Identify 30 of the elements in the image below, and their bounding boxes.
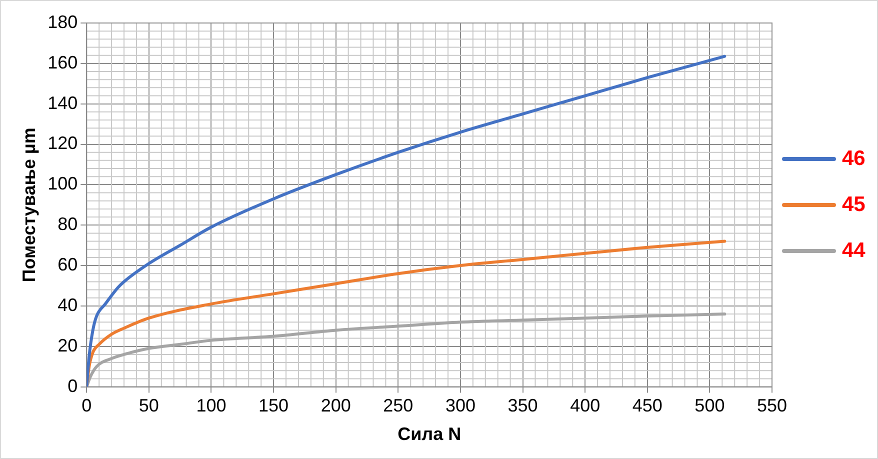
x-tick-label: 550 bbox=[756, 396, 788, 416]
legend-label: 46 bbox=[842, 146, 866, 171]
x-axis-title: Сила N bbox=[398, 424, 462, 444]
x-tick-label: 250 bbox=[383, 396, 414, 416]
y-tick-label: 80 bbox=[58, 214, 78, 234]
x-tick-label: 350 bbox=[508, 396, 538, 416]
x-tick-label: 50 bbox=[138, 396, 159, 416]
line-series bbox=[86, 240, 726, 387]
y-tick-label: 0 bbox=[68, 376, 78, 396]
line-series bbox=[86, 312, 726, 387]
y-tick-label: 60 bbox=[58, 254, 78, 274]
x-tick-label: 150 bbox=[258, 396, 289, 416]
y-tick-label: 180 bbox=[48, 12, 78, 32]
x-tick-label: 200 bbox=[320, 396, 351, 416]
x-tick-label: 100 bbox=[196, 396, 226, 416]
x-tick-label: 0 bbox=[82, 396, 92, 416]
y-axis-title: Поместување µm bbox=[18, 128, 39, 282]
legend-label: 45 bbox=[842, 192, 866, 217]
y-tick-label: 140 bbox=[48, 92, 78, 113]
legend-label: 44 bbox=[842, 238, 866, 263]
line-series bbox=[86, 54, 726, 387]
y-tick-label: 160 bbox=[48, 52, 78, 72]
y-tick-label: 100 bbox=[48, 174, 78, 194]
x-tick-label: 500 bbox=[694, 396, 725, 416]
x-tick-label: 450 bbox=[632, 396, 662, 416]
x-tick-label: 400 bbox=[570, 396, 600, 416]
y-tick-label: 40 bbox=[58, 294, 78, 315]
x-tick-label: 300 bbox=[445, 396, 476, 416]
y-tick-label: 120 bbox=[48, 133, 78, 154]
y-tick-label: 20 bbox=[58, 335, 78, 356]
